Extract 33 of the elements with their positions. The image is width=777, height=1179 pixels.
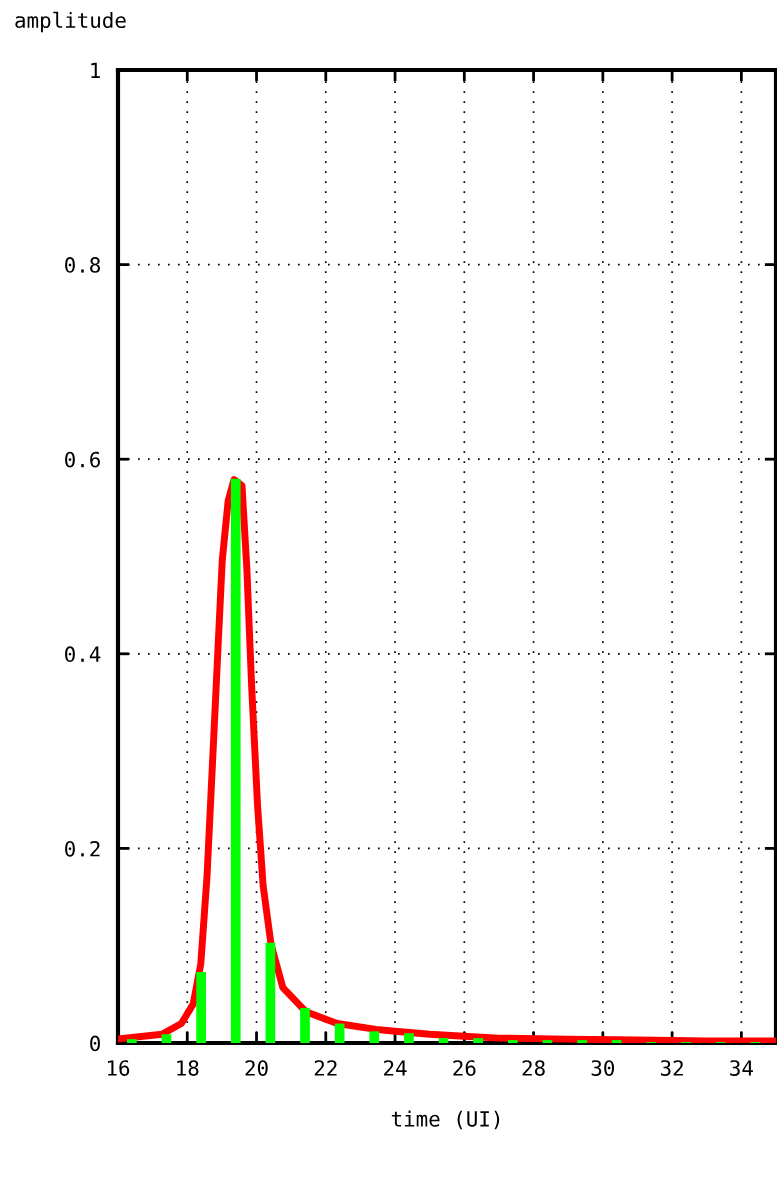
x-tick-label: 34 — [730, 1060, 753, 1076]
x-tick-label: 26 — [453, 1060, 476, 1076]
bar — [300, 1007, 310, 1043]
y-tick-label: 0.8 — [65, 257, 100, 273]
bar — [438, 1038, 449, 1043]
x-tick-label: 32 — [660, 1060, 683, 1076]
x-axis-title: time (UI) — [391, 1110, 500, 1130]
y-tick-label: 0.4 — [65, 646, 101, 663]
x-tick-label: 28 — [522, 1060, 545, 1076]
bar — [265, 942, 276, 1043]
x-tick-label: 20 — [245, 1060, 268, 1076]
y-tick-label: 0 — [90, 1035, 100, 1052]
bar — [473, 1038, 484, 1043]
bar — [404, 1033, 414, 1043]
x-tick-label: 18 — [177, 1060, 199, 1076]
x-tick-label: 16 — [107, 1060, 130, 1076]
bar — [230, 478, 241, 1043]
x-tick-label: 30 — [591, 1060, 615, 1076]
x-tick-label: 22 — [314, 1060, 337, 1076]
bar — [369, 1031, 380, 1043]
bar — [542, 1040, 553, 1043]
bar — [196, 971, 206, 1043]
bar — [507, 1040, 518, 1043]
y-tick-label: 0.6 — [65, 451, 100, 468]
y-tick-label: 0.2 — [65, 840, 100, 857]
x-tick-label: 24 — [384, 1060, 407, 1076]
bar — [334, 1023, 345, 1043]
bar — [127, 1039, 137, 1043]
y-tick-label: 1 — [91, 62, 100, 78]
bar — [161, 1034, 172, 1043]
bar — [611, 1040, 622, 1043]
bar — [577, 1040, 587, 1043]
y-axis-title: amplitude — [15, 11, 126, 33]
